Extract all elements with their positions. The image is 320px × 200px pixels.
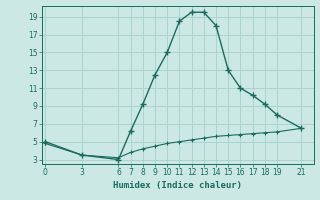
X-axis label: Humidex (Indice chaleur): Humidex (Indice chaleur) (113, 181, 242, 190)
